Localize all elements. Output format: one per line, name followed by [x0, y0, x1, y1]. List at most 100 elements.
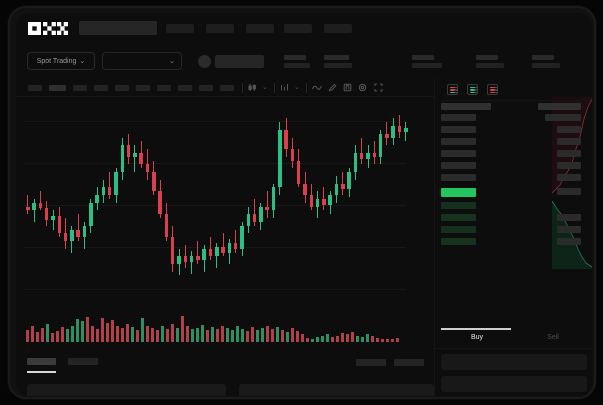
volume-bar: [126, 323, 129, 342]
volume-bar: [51, 333, 54, 342]
tool-timeframe-5m[interactable]: [49, 85, 66, 91]
orderbook-size-row[interactable]: [557, 150, 581, 157]
volume-bar: [71, 325, 74, 342]
orderbook-view-toggles: [447, 84, 498, 95]
orderbook-bid-row[interactable]: [441, 226, 476, 233]
bottom-control-cancel-all[interactable]: [394, 359, 424, 366]
bottom-control-hide-other-pairs[interactable]: [356, 359, 386, 366]
orderbook-size-row[interactable]: [545, 114, 581, 121]
device-frame: Spot Trading ⌄ ⌄: [8, 6, 596, 399]
volume-bar: [116, 325, 119, 342]
volume-bar: [301, 334, 304, 342]
orderbook-column-headers-right[interactable]: [538, 103, 581, 110]
tool-timeframe-1mo[interactable]: [178, 85, 192, 91]
bottom-tab-open-orders[interactable]: [27, 358, 56, 365]
orderbook-view-asks-icon[interactable]: [487, 84, 498, 95]
search-input[interactable]: [79, 21, 157, 35]
volume-bar: [326, 334, 329, 342]
volume-bar: [291, 327, 294, 342]
chart-toolbar: ⌄ ⌄: [16, 78, 434, 97]
orderbook-size-row[interactable]: [557, 126, 581, 133]
volume-bar: [336, 335, 339, 342]
order-price-field[interactable]: [441, 354, 587, 370]
volume-bar: [361, 336, 364, 342]
order-amount-field[interactable]: [441, 376, 587, 392]
volume-bar: [251, 326, 254, 342]
volume-bar: [186, 325, 189, 342]
tool-timeframe-4h[interactable]: [115, 85, 129, 91]
orderbook-size-row[interactable]: [557, 238, 581, 245]
orderbook-last-price-row[interactable]: [441, 188, 476, 197]
nav-item-trade[interactable]: [166, 24, 194, 33]
volume-bar: [101, 318, 104, 342]
indicators-icon[interactable]: [280, 83, 289, 92]
tool-timeframe-more[interactable]: [199, 85, 213, 91]
volume-bar: [61, 326, 64, 342]
tool-timeframe-15m[interactable]: [73, 85, 87, 91]
nav-item-earn[interactable]: [284, 24, 312, 33]
orderbook-ask-row[interactable]: [441, 126, 476, 133]
tool-timeframe-1m[interactable]: [28, 85, 42, 91]
orderbook-ask-row[interactable]: [441, 174, 476, 181]
volume-bar: [271, 329, 274, 342]
volume-bar: [216, 329, 219, 342]
volume-bar: [81, 321, 84, 342]
chart-type-chevron-icon[interactable]: ⌄: [262, 84, 268, 91]
volume-bar: [41, 327, 44, 342]
magnet-icon[interactable]: [343, 83, 352, 92]
orderbook-ask-row[interactable]: [441, 162, 476, 169]
fullscreen-icon[interactable]: [374, 83, 383, 92]
orderbook-size-row[interactable]: [557, 188, 581, 195]
trading-pair-selector[interactable]: ⌄: [102, 52, 182, 70]
volume-bar: [76, 319, 79, 342]
volume-bar: [141, 318, 144, 342]
volume-bar: [281, 330, 284, 342]
nav-item-more[interactable]: [324, 24, 352, 33]
volume-bar: [91, 325, 94, 342]
volume-bar: [286, 332, 289, 342]
pencil-draw-icon[interactable]: [328, 83, 337, 92]
price-chart[interactable]: [16, 97, 434, 307]
tool-timeframe-1w[interactable]: [157, 85, 171, 91]
indicators-chevron-icon[interactable]: ⌄: [294, 84, 300, 91]
trading-mode-label: Spot Trading: [36, 57, 77, 65]
tool-timeframe-custom[interactable]: [220, 85, 234, 91]
orderbook-size-row[interactable]: [557, 162, 581, 169]
orderbook-size-row[interactable]: [557, 174, 581, 181]
orderbook-bid-row[interactable]: [441, 238, 476, 245]
line-tool-icon[interactable]: [312, 83, 322, 92]
tool-timeframe-1h[interactable]: [94, 85, 108, 91]
nav-item-markets[interactable]: [206, 24, 234, 33]
volume-bar: [316, 336, 319, 342]
orderbook-ask-row[interactable]: [441, 138, 476, 145]
volume-bar: [196, 327, 199, 342]
orderbook-ask-row[interactable]: [441, 150, 476, 157]
orderbook-column-headers[interactable]: [441, 103, 491, 110]
trading-mode-selector[interactable]: Spot Trading ⌄: [27, 52, 95, 70]
bottom-tab-order-history[interactable]: [68, 358, 98, 365]
orderbook-bid-row[interactable]: [441, 214, 476, 221]
orderbook-size-row[interactable]: [557, 226, 581, 233]
orderbook-size-row[interactable]: [557, 214, 581, 221]
volume-bar: [46, 323, 49, 342]
stat-volume-24h: [532, 55, 560, 68]
volume-bar: [351, 332, 354, 342]
okx-logo-icon[interactable]: [28, 22, 68, 35]
orderbook-view-bids-icon[interactable]: [467, 84, 478, 95]
volume-bar: [331, 336, 334, 342]
top-navigation-bar: [16, 13, 592, 45]
orderbook-view-both-icon[interactable]: [447, 84, 458, 95]
tool-timeframe-1d[interactable]: [136, 85, 150, 91]
volume-bar: [396, 337, 399, 342]
tab-sell[interactable]: Sell: [547, 334, 559, 341]
candlestick-type-icon[interactable]: [248, 83, 257, 92]
settings-gear-icon[interactable]: [358, 83, 367, 92]
volume-histogram: [16, 311, 434, 346]
volume-bar: [151, 327, 154, 342]
nav-item-derivatives[interactable]: [246, 24, 274, 33]
orderbook-ask-row[interactable]: [441, 114, 476, 121]
orderbook-bid-row[interactable]: [441, 202, 476, 209]
volume-bar: [381, 338, 384, 342]
tab-buy[interactable]: Buy: [470, 334, 484, 341]
orderbook-size-row[interactable]: [557, 138, 581, 145]
